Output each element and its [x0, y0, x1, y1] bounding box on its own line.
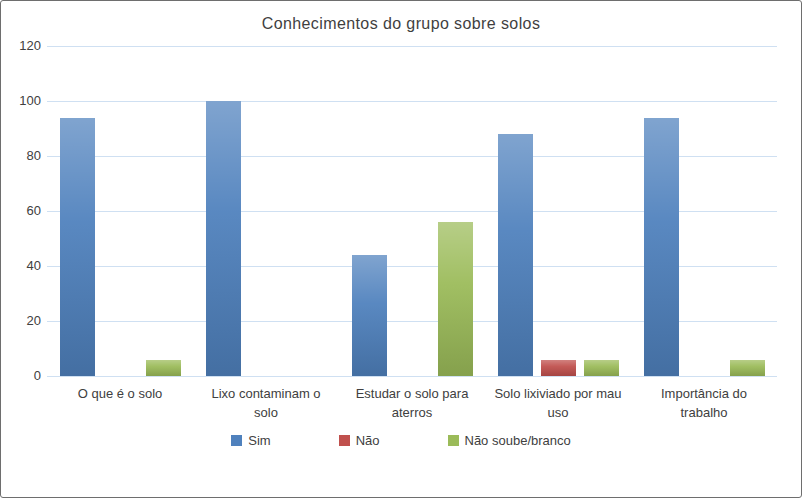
category-bar-group — [485, 46, 631, 376]
y-axis-tick-label: 40 — [5, 258, 41, 274]
bar-n-o-soube-branco — [730, 360, 765, 377]
y-axis-tick-label: 100 — [5, 93, 41, 109]
chart-container: Conhecimentos do grupo sobre solos 0 20 40… — [0, 0, 802, 498]
legend-item: Sim — [231, 433, 270, 448]
bar-sim — [206, 101, 241, 376]
x-axis-category-label: Lixo contaminam o solo — [193, 384, 339, 422]
legend-label: Sim — [248, 433, 270, 448]
category-bar-group — [193, 46, 339, 376]
bar-n-o-soube-branco — [146, 360, 181, 377]
x-axis-category-label: Solo lixiviado por mau uso — [485, 384, 631, 422]
category-bar-group — [47, 46, 193, 376]
y-axis-tick-label: 80 — [5, 148, 41, 164]
bar-n-o — [541, 360, 576, 377]
legend: Sim Não Não soube/branco — [1, 433, 801, 448]
legend-swatch — [339, 435, 350, 446]
x-axis: O que é o soloLixo contaminam o soloEstu… — [47, 384, 777, 422]
x-axis-category-label: Estudar o solo para aterros — [339, 384, 485, 422]
bar-n-o-soube-branco — [584, 360, 619, 377]
legend-item: Não soube/branco — [448, 433, 571, 448]
legend-swatch — [231, 435, 242, 446]
bar-sim — [352, 255, 387, 376]
bar-sim — [498, 134, 533, 376]
x-axis-category-label: O que é o solo — [47, 384, 193, 422]
y-axis-tick-label: 0 — [5, 368, 41, 384]
y-axis-tick-label: 20 — [5, 313, 41, 329]
y-axis-tick-label: 60 — [5, 203, 41, 219]
category-bar-group — [339, 46, 485, 376]
y-axis-tick-label: 120 — [5, 38, 41, 54]
plot-area — [47, 46, 777, 376]
legend-label: Não — [356, 433, 380, 448]
legend-label: Não soube/branco — [465, 433, 571, 448]
legend-swatch — [448, 435, 459, 446]
bar-n-o-soube-branco — [438, 222, 473, 376]
bar-sim — [60, 118, 95, 377]
legend-item: Não — [339, 433, 380, 448]
category-bar-group — [631, 46, 777, 376]
x-axis-category-label: Importância do trabalho — [631, 384, 777, 422]
chart-title: Conhecimentos do grupo sobre solos — [1, 15, 801, 33]
bar-sim — [644, 118, 679, 377]
